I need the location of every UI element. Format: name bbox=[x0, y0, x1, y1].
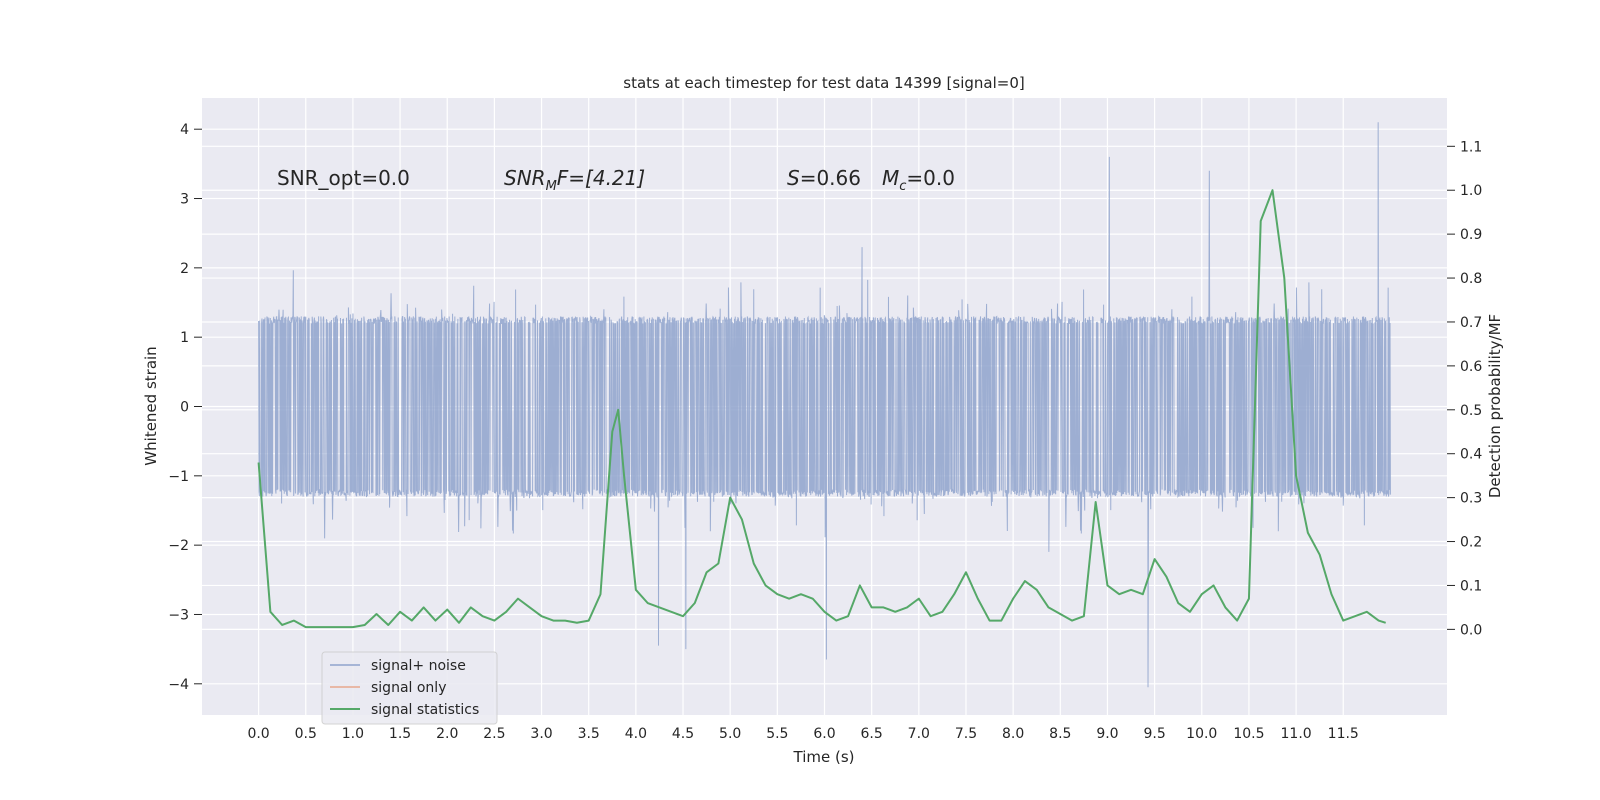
legend-label-signal-statistics: signal statistics bbox=[371, 702, 479, 718]
signal-statistics-line bbox=[257, 189, 1386, 629]
y-left-axis-ticks: 4 3 2 1 0 −1 −2 −3 −4 bbox=[168, 122, 202, 693]
y-right-tick-label: 0.2 bbox=[1460, 535, 1482, 551]
x-tick-label: 3.5 bbox=[578, 726, 600, 742]
x-tick-label: 5.0 bbox=[719, 726, 741, 742]
y-right-tick-label: 0.1 bbox=[1460, 578, 1482, 594]
x-tick-label: 0.0 bbox=[247, 726, 269, 742]
x-tick-label: 10.0 bbox=[1186, 726, 1217, 742]
x-tick-label: 9.0 bbox=[1096, 726, 1118, 742]
x-tick-label: 11.0 bbox=[1281, 726, 1312, 742]
x-tick-label: 8.0 bbox=[1002, 726, 1024, 742]
y-left-tick-label: −1 bbox=[168, 469, 189, 485]
y-left-tick-label: 2 bbox=[180, 261, 189, 277]
y-right-tick-label: 0.3 bbox=[1460, 491, 1482, 507]
y-right-axis-ticks: 1.1 1.0 0.9 0.8 0.7 0.6 0.5 0.4 0.3 0.2 0.1 0.0 bbox=[1447, 139, 1482, 638]
x-tick-label: 7.0 bbox=[908, 726, 930, 742]
y-left-tick-label: −3 bbox=[168, 607, 189, 623]
y-left-tick-label: 1 bbox=[180, 330, 189, 346]
y-left-axis-title: Whitened strain bbox=[142, 346, 160, 465]
x-tick-label: 5.5 bbox=[766, 726, 788, 742]
signal-noise-line bbox=[258, 122, 1391, 688]
x-tick-label: 10.5 bbox=[1233, 726, 1264, 742]
y-right-tick-label: 0.6 bbox=[1460, 359, 1482, 375]
x-tick-label: 11.5 bbox=[1328, 726, 1359, 742]
y-right-tick-label: 0.0 bbox=[1460, 622, 1482, 638]
x-tick-label: 2.5 bbox=[483, 726, 505, 742]
series-signal-statistics bbox=[257, 189, 1386, 629]
legend-label-signal-noise: signal+ noise bbox=[371, 658, 466, 674]
annotation-snr-mf: SNRMF=[4.21] bbox=[504, 166, 645, 194]
y-right-tick-label: 0.7 bbox=[1460, 315, 1482, 331]
y-right-tick-label: 0.8 bbox=[1460, 271, 1482, 287]
x-tick-label: 0.5 bbox=[295, 726, 317, 742]
x-tick-label: 6.0 bbox=[813, 726, 835, 742]
x-axis-title: Time (s) bbox=[793, 748, 855, 766]
y-left-tick-label: 3 bbox=[180, 192, 189, 208]
x-tick-label: 7.5 bbox=[955, 726, 977, 742]
x-tick-label: 3.0 bbox=[530, 726, 552, 742]
y-right-tick-label: 0.4 bbox=[1460, 447, 1482, 463]
x-tick-label: 4.5 bbox=[672, 726, 694, 742]
y-right-tick-label: 0.5 bbox=[1460, 403, 1482, 419]
x-tick-label: 8.5 bbox=[1049, 726, 1071, 742]
chart-title: stats at each timestep for test data 143… bbox=[623, 74, 1024, 92]
series-signal-noise bbox=[258, 122, 1391, 688]
annotation-mc: Mc=0.0 bbox=[882, 166, 955, 194]
x-tick-label: 2.0 bbox=[436, 726, 458, 742]
annotation-snr-opt: SNR_opt=0.0 bbox=[277, 166, 410, 190]
annotation-s: S=0.66 bbox=[787, 166, 861, 190]
x-tick-label: 1.0 bbox=[342, 726, 364, 742]
y-left-tick-label: −2 bbox=[168, 538, 189, 554]
legend-label-signal-only: signal only bbox=[371, 680, 446, 696]
x-tick-label: 6.5 bbox=[861, 726, 883, 742]
y-left-tick-label: 0 bbox=[180, 400, 189, 416]
x-axis-ticks: 0.0 0.5 1.0 1.5 2.0 2.5 3.0 3.5 4.0 4.5 5.0 5.5 6.0 6… bbox=[247, 726, 1358, 742]
y-left-tick-label: 4 bbox=[180, 122, 189, 138]
legend-box bbox=[321, 651, 498, 725]
x-tick-label: 4.0 bbox=[625, 726, 647, 742]
y-right-axis-title: Detection probability/MF bbox=[1486, 314, 1504, 498]
y-left-tick-label: −4 bbox=[168, 677, 189, 693]
x-tick-label: 9.5 bbox=[1143, 726, 1165, 742]
y-right-tick-label: 1.0 bbox=[1460, 183, 1482, 199]
y-right-tick-label: 1.1 bbox=[1460, 139, 1482, 155]
y-right-tick-label: 0.9 bbox=[1460, 227, 1482, 243]
x-tick-label: 1.5 bbox=[389, 726, 411, 742]
legend: signal+ noise signal only signal statist… bbox=[321, 651, 498, 725]
